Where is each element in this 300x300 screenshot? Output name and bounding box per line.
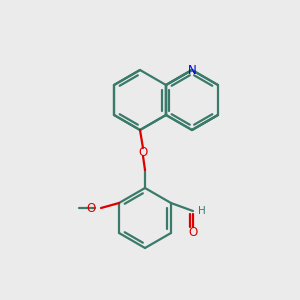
Text: N: N bbox=[188, 64, 196, 76]
Text: O: O bbox=[188, 226, 198, 239]
Text: O: O bbox=[86, 202, 96, 214]
Text: H: H bbox=[198, 206, 206, 216]
Text: O: O bbox=[138, 146, 148, 158]
